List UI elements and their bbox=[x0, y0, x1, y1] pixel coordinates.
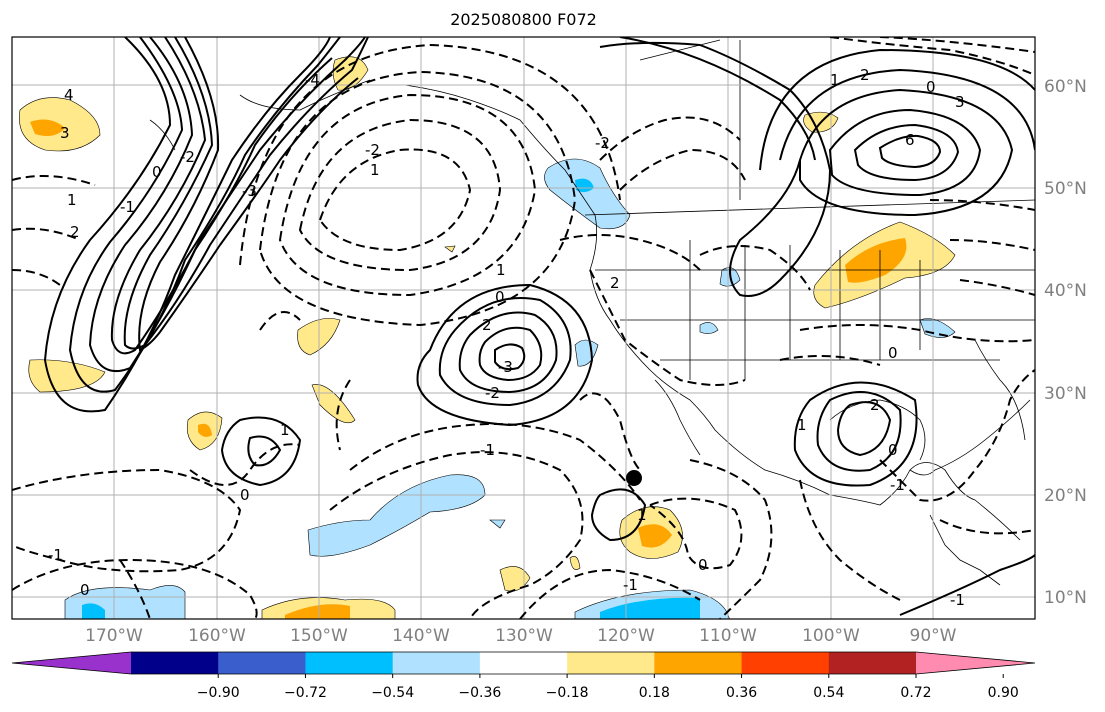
contour-label: -1 bbox=[950, 591, 965, 609]
contour-label: 1 bbox=[797, 416, 807, 434]
colorbar-tick-label: 0.72 bbox=[900, 685, 931, 701]
lon-label: 130°W bbox=[495, 626, 553, 646]
negative-contours bbox=[12, 37, 1035, 619]
contour-label: -3 bbox=[498, 358, 513, 376]
contour-label: 2 bbox=[860, 66, 870, 84]
contour-label: -1 bbox=[890, 476, 905, 494]
contour-label: 1 bbox=[496, 261, 506, 279]
colorbar-bin bbox=[654, 652, 743, 674]
lon-label: 160°W bbox=[188, 626, 246, 646]
contour-label: 0 bbox=[926, 78, 936, 96]
contour-label: -1 bbox=[48, 546, 63, 564]
coastlines bbox=[149, 39, 1035, 586]
contour-label: 0 bbox=[152, 163, 162, 181]
colorbar-bin bbox=[218, 652, 306, 674]
contour-label: -2 bbox=[180, 148, 195, 166]
contour-label: 6 bbox=[905, 131, 915, 149]
colorbar-tick-label: −0.72 bbox=[284, 685, 327, 701]
colorbar-tick-label: −0.54 bbox=[371, 685, 414, 701]
colorbar-bin bbox=[828, 652, 917, 674]
gridlines bbox=[12, 37, 1035, 619]
contour-label: 0 bbox=[698, 556, 708, 574]
lon-label: 150°W bbox=[290, 626, 348, 646]
lon-label: 110°W bbox=[699, 626, 757, 646]
contour-label: 2 bbox=[870, 396, 880, 414]
contour-label: 2 bbox=[70, 223, 80, 241]
contour-label: 0 bbox=[240, 486, 250, 504]
contour-label: 3 bbox=[60, 124, 70, 142]
colorbar-bin bbox=[479, 652, 568, 674]
longitude-labels: 170°W 160°W 150°W 140°W 130°W 120°W 110°… bbox=[85, 626, 957, 646]
lat-label: 50°N bbox=[1044, 179, 1087, 199]
contour-label: 1 bbox=[67, 191, 77, 209]
positive-contours bbox=[43, 37, 1035, 616]
contour-label: 3 bbox=[955, 93, 965, 111]
contour-label: 1 bbox=[830, 71, 840, 89]
lat-label: 40°N bbox=[1044, 281, 1087, 301]
storm-center-marker bbox=[626, 470, 642, 486]
colorbar: −0.90 −0.72 −0.54 −0.36 −0.18 0.18 0.36 0.54 0.7… bbox=[11, 651, 1036, 701]
lon-label: 90°W bbox=[910, 626, 957, 646]
latitude-labels: 60°N 50°N 40°N 30°N 20°N 10°N bbox=[1044, 77, 1087, 608]
contour-label: -2 bbox=[595, 134, 610, 152]
lon-label: 170°W bbox=[85, 626, 143, 646]
contour-label: 0 bbox=[495, 288, 505, 306]
contour-label: 1 bbox=[637, 506, 647, 524]
lat-label: 20°N bbox=[1044, 486, 1087, 506]
lon-label: 120°W bbox=[597, 626, 655, 646]
contour-label: -4 bbox=[305, 71, 320, 89]
contour-label: 2 bbox=[482, 316, 492, 334]
contour-label: 1 bbox=[280, 421, 290, 439]
lat-label: 60°N bbox=[1044, 77, 1087, 97]
map-frame bbox=[11, 36, 1036, 620]
contour-labels: 4 3 2 1 0 -1 -2 -3 -4 6 3 2 1 0 1 2 -3 -… bbox=[48, 66, 965, 609]
colorbar-tick-label: −0.90 bbox=[197, 685, 240, 701]
map-title: 2025080800 F072 bbox=[450, 10, 597, 29]
colorbar-extend-min bbox=[12, 652, 131, 674]
lon-label: 140°W bbox=[392, 626, 450, 646]
contour-label: -1 bbox=[120, 198, 135, 216]
contour-label: -2 bbox=[485, 384, 500, 402]
colorbar-bin bbox=[392, 652, 481, 674]
colorbar-bin bbox=[741, 652, 830, 674]
contour-label: -1 bbox=[623, 576, 638, 594]
contour-label: -1 bbox=[480, 441, 495, 459]
colorbar-extend-max bbox=[916, 652, 1035, 674]
colorbar-bin bbox=[305, 652, 394, 674]
contour-label: 0 bbox=[80, 581, 90, 599]
colorbar-bin bbox=[131, 652, 219, 674]
contour-label: -2 bbox=[365, 141, 380, 159]
colorbar-tick-label: 0.90 bbox=[988, 685, 1019, 701]
colorbar-bin bbox=[567, 652, 655, 674]
contour-label: 1 bbox=[370, 161, 380, 179]
colorbar-tick-label: 0.54 bbox=[813, 685, 844, 701]
colorbar-tick-label: −0.18 bbox=[546, 685, 589, 701]
contour-label: 0 bbox=[888, 344, 898, 362]
contour-label: 0 bbox=[888, 441, 898, 459]
colorbar-outline bbox=[11, 651, 1036, 675]
colorbar-tick-label: −0.36 bbox=[458, 685, 501, 701]
lat-label: 30°N bbox=[1044, 384, 1087, 404]
contour-label: 2 bbox=[610, 274, 620, 292]
colorbar-tick-label: 0.18 bbox=[639, 685, 670, 701]
lon-label: 100°W bbox=[802, 626, 860, 646]
contour-label: 4 bbox=[64, 86, 74, 104]
colorbar-tick-label: 0.36 bbox=[726, 685, 757, 701]
lat-label: 10°N bbox=[1044, 588, 1087, 608]
contour-label: -3 bbox=[242, 182, 257, 200]
